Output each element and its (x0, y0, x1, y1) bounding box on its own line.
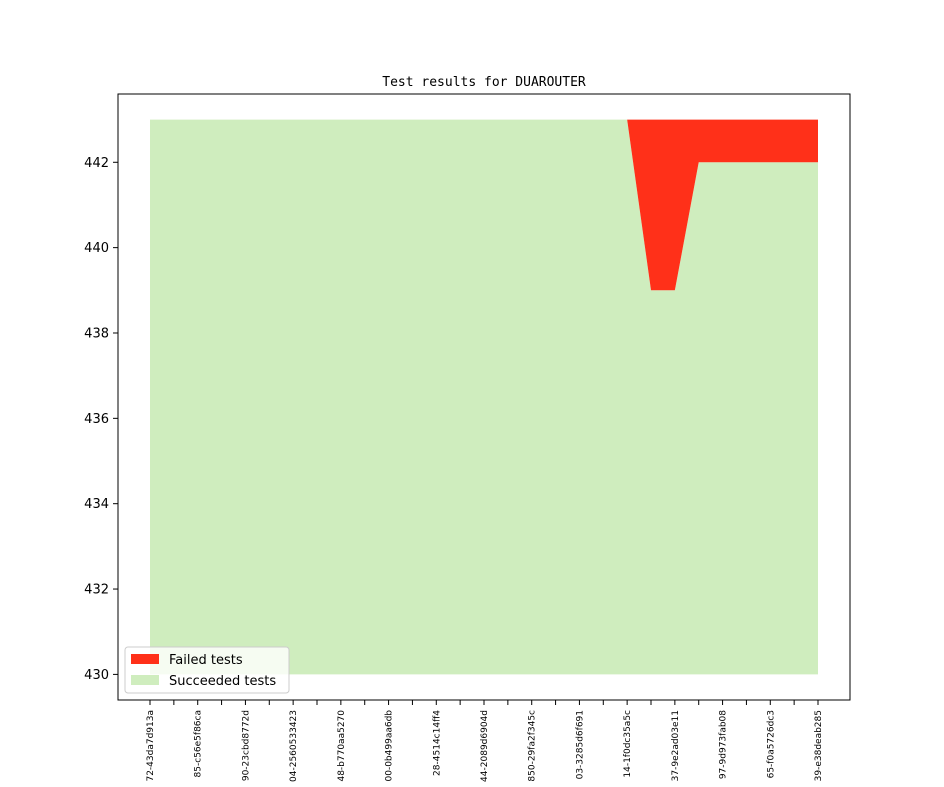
y-tick-label: 436 (84, 412, 109, 427)
legend-box (124, 646, 290, 694)
x-tick-label: 97-9d973fab08 (719, 710, 729, 779)
x-tick-label: 90-23cbd8772d (241, 710, 251, 781)
x-axis: 72-43da7d913a 85-c56e5f86ca 90-23cbd8772d 0… (146, 700, 824, 782)
y-tick-label: 430 (84, 668, 109, 683)
x-tick-label: 44-2089d6904d (480, 710, 490, 782)
y-axis: 430 432 434 436 438 440 442 (84, 156, 118, 683)
x-tick-label: 37-9e2ad03e11 (671, 710, 681, 781)
legend-label-succeeded: Succeeded tests (169, 674, 276, 689)
y-tick-label: 442 (84, 156, 109, 171)
x-tick-label: 28-4514c14ff4 (432, 710, 442, 776)
series-succeeded-area (150, 119, 818, 675)
y-tick-label: 438 (84, 326, 109, 341)
x-tick-label: 85-c56e5f86ca (194, 710, 204, 777)
y-tick-label: 434 (84, 497, 109, 512)
x-tick-label: 48-b770aa5270 (337, 710, 347, 782)
x-tick-label: 00-0b499aa6db (385, 710, 395, 782)
legend: Failed tests Succeeded tests (124, 646, 290, 694)
x-tick-label: 03-3285d6f691 (575, 710, 585, 779)
legend-swatch-succeeded (131, 675, 159, 685)
chart-title: Test results for DUAROUTER (382, 75, 586, 90)
x-tick-label: 04-2560533423 (289, 710, 299, 782)
plot-area (150, 119, 818, 675)
y-tick-label: 440 (84, 241, 109, 256)
y-tick-label: 432 (84, 583, 109, 598)
x-tick-label: 14-1f0dc35a5c (623, 710, 633, 778)
legend-label-failed: Failed tests (169, 653, 243, 668)
x-tick-label: 72-43da7d913a (146, 710, 156, 782)
x-tick-label: 39-e38deab285 (814, 710, 824, 781)
series-failed-area (150, 119, 818, 291)
x-tick-label: 65-f0a5726dc3 (766, 710, 776, 778)
legend-swatch-failed (131, 654, 159, 664)
x-tick-label: 850-29fa2f345c (528, 710, 538, 782)
